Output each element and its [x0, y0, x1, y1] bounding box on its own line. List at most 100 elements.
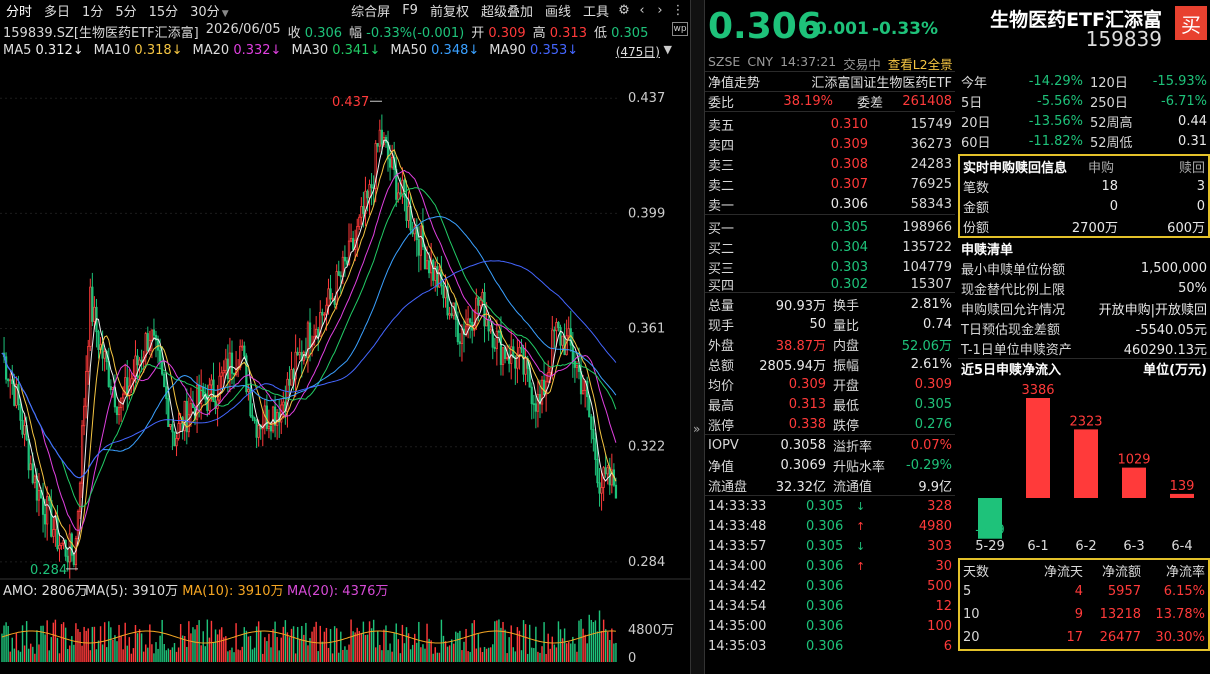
sub-title: 实时申购赎回信息: [963, 160, 1068, 176]
candle-body: [545, 381, 548, 396]
net-header: 净流天: [1043, 564, 1083, 580]
volume-bar: [114, 635, 116, 662]
tab-30min[interactable]: 30分 ▼: [184, 1, 234, 20]
tools-button[interactable]: 工具: [582, 5, 609, 20]
perf-label: 52周低: [1090, 135, 1133, 151]
volume-bar: [282, 626, 285, 662]
quote-header: 0.306 -0.001 -0.33% 生物医药ETF汇添富 159839 买: [705, 0, 1210, 54]
candle-body: [232, 372, 236, 375]
ma-legend: MA5 0.312↓ MA10 0.318↓ MA20 0.332↓ MA30 0.3…: [3, 43, 688, 61]
tab-intraday[interactable]: 分时: [6, 5, 33, 20]
close-value: 0.306: [304, 26, 343, 41]
candle-body: [13, 383, 16, 406]
volume-bar: [524, 624, 527, 662]
candle-body: [317, 328, 320, 337]
volume-bar: [465, 628, 467, 662]
candle-body: [154, 334, 158, 341]
more-icon[interactable]: ⋮: [671, 3, 685, 18]
close-label: 收: [287, 26, 301, 41]
candle-body: [198, 384, 201, 404]
overlay-button[interactable]: 超级叠加: [480, 5, 533, 20]
candle-body: [31, 463, 34, 484]
adjust-button[interactable]: 前复权: [429, 5, 469, 20]
volume-bar: [85, 630, 87, 662]
candle-body: [425, 260, 429, 270]
candle-body: [115, 406, 119, 416]
f9-button[interactable]: F9: [402, 3, 418, 18]
flow-value-label: 2323: [1069, 414, 1102, 429]
candle-body: [218, 375, 221, 401]
volume-bar: [475, 648, 478, 662]
buy-button[interactable]: 买: [1175, 6, 1207, 40]
tab-multiday[interactable]: 多日: [44, 5, 71, 20]
volume-bar: [598, 610, 601, 662]
volume-bar: [563, 628, 566, 662]
wp-icon[interactable]: wp: [672, 22, 688, 36]
volume-bar: [155, 642, 157, 662]
tab-1min[interactable]: 1分: [82, 5, 104, 20]
candle-body: [391, 157, 394, 168]
volume-bar: [58, 653, 61, 662]
candle-body: [4, 356, 8, 380]
volume-bar: [142, 651, 145, 662]
tick-volume: 328: [927, 498, 952, 514]
ask-volume: 24283: [910, 156, 952, 172]
candle-body: [222, 370, 225, 374]
dropdown-icon[interactable]: ▼: [663, 43, 672, 56]
volume-bar: [383, 629, 385, 662]
volume-bar: [397, 639, 400, 662]
candle-body: [567, 328, 570, 337]
list-value: 460290.13元: [1123, 342, 1207, 358]
candle-body: [253, 417, 256, 422]
candle-body: [370, 184, 373, 189]
sub-label: 份额: [963, 220, 990, 236]
stat-label: 跌停: [833, 418, 860, 434]
candle-body: [427, 260, 431, 274]
forward-icon[interactable]: ›: [657, 3, 663, 18]
perf-label: 120日: [1090, 75, 1128, 91]
amp-value: -0.33%(-0.001): [366, 26, 465, 41]
ask-label: 卖一: [708, 198, 735, 214]
candle-body: [288, 378, 291, 386]
volume-bar: [315, 621, 317, 662]
draw-button[interactable]: 画线: [544, 5, 571, 20]
candle-body: [347, 240, 351, 265]
candle-body: [58, 545, 61, 550]
back-icon[interactable]: ‹: [639, 3, 645, 18]
stat-value: 50: [809, 316, 826, 332]
net-value: 26477: [1099, 630, 1141, 645]
candle-body: [403, 179, 406, 198]
l2-link[interactable]: 查看L2全景: [887, 57, 953, 72]
bid-price: 0.305: [830, 219, 868, 235]
volume-bar: [561, 638, 564, 662]
volume-bar: [66, 648, 69, 662]
kline-chart[interactable]: 0.437 0.399 0.361 0.322 0.284 0.437 0.284 AMO: …: [0, 62, 690, 674]
panel-collapse-handle[interactable]: »: [690, 0, 705, 674]
volume-bar: [323, 631, 326, 662]
flow-bar: [1170, 493, 1194, 498]
stat-label: 量比: [833, 318, 860, 334]
bid-volume: 198966: [902, 219, 952, 235]
volume-bar: [331, 653, 334, 662]
composite-screen-button[interactable]: 综合屏: [351, 5, 391, 20]
volume-bar: [50, 637, 52, 662]
volume-bar: [140, 633, 143, 662]
tab-5min[interactable]: 5分: [115, 5, 137, 20]
volume-tick-label: 0: [628, 651, 636, 666]
low-label: 低: [593, 26, 607, 41]
volume-bar: [1, 633, 3, 662]
volume-bar: [615, 642, 617, 662]
ask-row: 卖五 0.310 15749: [705, 114, 955, 134]
ma-value: 0.353↓: [530, 43, 579, 58]
candle-body: [592, 429, 595, 440]
stat-value: 38.87万: [775, 338, 826, 354]
candle-body: [200, 386, 203, 404]
ask-label: 卖三: [708, 158, 735, 174]
candle-body: [161, 360, 164, 375]
volume-bar: [512, 647, 514, 662]
gear-icon[interactable]: ⚙: [618, 3, 630, 18]
tab-15min[interactable]: 15分: [148, 5, 179, 20]
ask-price: 0.310: [830, 116, 868, 132]
days-range[interactable]: (475日): [615, 45, 660, 59]
volume-bar: [153, 653, 155, 662]
